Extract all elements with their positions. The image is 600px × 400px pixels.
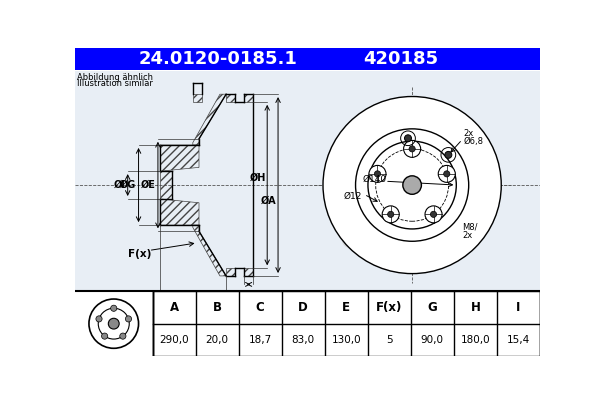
Circle shape: [369, 166, 386, 182]
Circle shape: [404, 135, 412, 142]
Bar: [226, 268, 235, 276]
Text: 18,7: 18,7: [248, 335, 272, 345]
Circle shape: [109, 318, 119, 329]
Text: 5: 5: [386, 335, 392, 345]
Text: ØH: ØH: [249, 172, 266, 182]
Circle shape: [101, 333, 108, 339]
Circle shape: [403, 176, 421, 194]
Text: 2x: 2x: [464, 129, 474, 138]
Text: 420185: 420185: [363, 50, 438, 68]
FancyBboxPatch shape: [75, 48, 540, 70]
Text: C: C: [256, 301, 265, 314]
Text: 24.0120-0185.1: 24.0120-0185.1: [139, 50, 298, 68]
Text: 290,0: 290,0: [159, 335, 189, 345]
Text: F(x): F(x): [128, 249, 151, 259]
FancyBboxPatch shape: [75, 291, 540, 356]
Text: F(x): F(x): [376, 301, 403, 314]
Text: ØG: ØG: [120, 180, 136, 190]
Text: I: I: [516, 301, 521, 314]
Text: A: A: [169, 301, 179, 314]
Text: Abbildung ähnlich: Abbildung ähnlich: [77, 73, 154, 82]
Circle shape: [443, 171, 450, 177]
Text: 20,0: 20,0: [206, 335, 229, 345]
Circle shape: [374, 171, 380, 177]
Circle shape: [110, 305, 117, 311]
Text: 2x: 2x: [463, 231, 473, 240]
Text: D: D: [298, 301, 308, 314]
Circle shape: [120, 333, 126, 339]
Circle shape: [438, 166, 455, 182]
Circle shape: [430, 211, 437, 218]
Circle shape: [409, 146, 415, 152]
Circle shape: [89, 299, 139, 348]
Text: C (MTH): C (MTH): [226, 299, 269, 309]
Text: E: E: [342, 301, 350, 314]
Bar: [244, 94, 253, 102]
Bar: [193, 94, 202, 102]
Text: H: H: [470, 301, 481, 314]
FancyBboxPatch shape: [75, 71, 540, 290]
Text: ate: ate: [341, 205, 437, 257]
Bar: [244, 268, 253, 276]
Text: M8/: M8/: [463, 223, 478, 232]
Circle shape: [388, 211, 394, 218]
Text: D: D: [189, 312, 197, 322]
Text: 130,0: 130,0: [331, 335, 361, 345]
Text: Ø140: Ø140: [362, 174, 386, 183]
Circle shape: [96, 316, 102, 322]
Text: 180,0: 180,0: [461, 335, 490, 345]
Text: ØE: ØE: [141, 180, 155, 190]
Bar: [226, 94, 235, 102]
Text: ØI: ØI: [113, 180, 125, 190]
Circle shape: [382, 206, 399, 223]
Text: 15,4: 15,4: [507, 335, 530, 345]
Text: Ø6,8: Ø6,8: [464, 136, 484, 146]
Circle shape: [323, 96, 501, 274]
Text: ØA: ØA: [261, 196, 277, 206]
Text: 83,0: 83,0: [292, 335, 315, 345]
Circle shape: [425, 206, 442, 223]
Text: Ø12: Ø12: [343, 192, 362, 201]
Text: B: B: [245, 290, 252, 300]
Circle shape: [404, 140, 421, 157]
Text: G: G: [427, 301, 437, 314]
Text: B: B: [212, 301, 221, 314]
Circle shape: [445, 152, 452, 158]
Text: Illustration similar: Illustration similar: [77, 79, 153, 88]
Text: 90,0: 90,0: [421, 335, 444, 345]
Circle shape: [125, 316, 131, 322]
